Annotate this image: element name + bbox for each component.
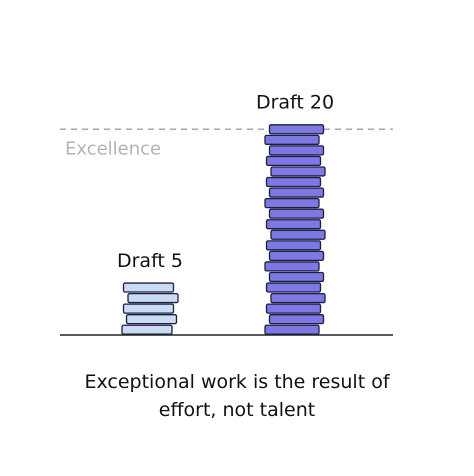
draft-block	[270, 229, 326, 240]
draft-block	[268, 271, 325, 283]
draft-block	[268, 314, 325, 325]
draft-block	[268, 250, 325, 261]
draft-block	[264, 134, 320, 145]
draft-block	[268, 208, 325, 219]
draft-block	[265, 219, 322, 230]
draft-block	[264, 261, 320, 272]
draft-block	[268, 187, 325, 198]
draft-block	[127, 292, 179, 304]
draft-block	[265, 282, 322, 293]
draft-block	[264, 324, 320, 335]
stack-label: Draft 5	[117, 250, 183, 272]
draft-block	[264, 197, 320, 209]
draft-block	[125, 314, 178, 325]
draft-block	[268, 124, 325, 135]
draft-block	[265, 176, 322, 188]
draft-block	[265, 303, 322, 314]
threshold-label: Excellence	[65, 138, 161, 159]
draft-block	[121, 324, 173, 335]
draft-block	[270, 166, 326, 177]
stack-label: Draft 20	[256, 92, 334, 114]
draft-block	[265, 240, 322, 251]
draft-block	[270, 292, 326, 304]
draft-block	[268, 145, 325, 156]
draft-block	[122, 303, 175, 314]
draft-block	[122, 282, 175, 293]
draft-block	[265, 155, 322, 167]
caption: Exceptional work is the result of effort…	[84, 371, 390, 421]
